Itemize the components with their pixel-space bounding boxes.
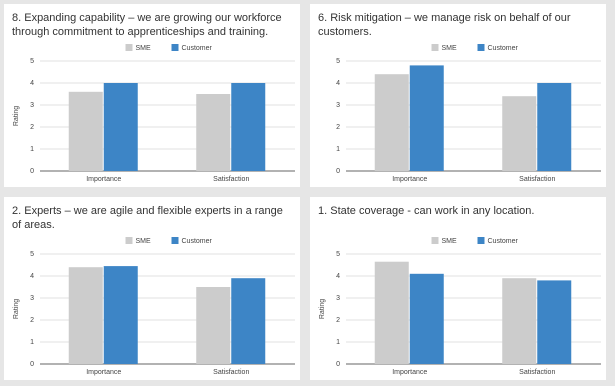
bar: [537, 280, 572, 364]
legend-label: Customer: [488, 238, 519, 245]
legend-label: SME: [136, 238, 152, 245]
bar: [103, 83, 138, 171]
legend-swatch: [171, 44, 179, 51]
y-tick-label: 1: [336, 146, 340, 153]
y-tick-label: 3: [336, 102, 340, 109]
y-tick-label: 1: [30, 146, 34, 153]
chart: 0 1 2 3 4 5 Rating SME Customer Importance Satisfa…: [13, 237, 295, 376]
bar: [231, 83, 266, 171]
legend-swatch: [125, 44, 133, 51]
y-tick-label: 3: [30, 295, 34, 302]
legend-label: Customer: [182, 45, 213, 52]
x-tick-label: Importance: [86, 176, 121, 183]
chart: 0 1 2 3 4 5 SME Customer Importance Satisfaction: [336, 44, 601, 183]
x-tick-label: Importance: [392, 176, 427, 183]
bar: [374, 74, 409, 171]
y-axis-label: Rating: [13, 106, 20, 126]
y-tick-label: 3: [336, 295, 340, 302]
bar: [502, 278, 537, 364]
y-tick-label: 5: [336, 251, 340, 258]
legend-label: Customer: [182, 238, 213, 245]
bar: [537, 83, 572, 171]
legend-swatch: [477, 44, 485, 51]
x-tick-label: Importance: [86, 369, 121, 376]
y-tick-label: 5: [30, 58, 34, 65]
bar: [68, 91, 103, 171]
bar: [374, 261, 409, 364]
legend-label: SME: [136, 45, 152, 52]
x-tick-label: Importance: [392, 369, 427, 376]
y-tick-label: 4: [30, 80, 34, 87]
x-tick-label: Satisfaction: [519, 176, 555, 183]
chart: 0 1 2 3 4 5 Rating SME Customer Importance Satisfa…: [319, 237, 601, 376]
y-tick-label: 1: [336, 339, 340, 346]
bar: [196, 94, 231, 171]
bar: [68, 267, 103, 364]
bar: [196, 287, 231, 364]
bar: [103, 266, 138, 364]
legend-label: Customer: [488, 45, 519, 52]
chart-title: 1. State coverage - can work in any loca…: [318, 205, 535, 217]
x-tick-label: Satisfaction: [213, 176, 249, 183]
y-axis-label: Rating: [319, 299, 326, 319]
bar: [502, 96, 537, 171]
y-tick-label: 4: [336, 273, 340, 280]
x-tick-label: Satisfaction: [213, 369, 249, 376]
chart-panel: 0 1 2 3 4 5 Rating SME Customer Importance Satisfa…: [4, 197, 300, 380]
legend-swatch: [431, 237, 439, 244]
bar: [231, 278, 266, 364]
legend-swatch: [125, 237, 133, 244]
bar: [409, 65, 444, 171]
x-tick-label: Satisfaction: [519, 369, 555, 376]
y-axis-label: Rating: [13, 299, 20, 319]
y-tick-label: 0: [336, 361, 340, 368]
y-tick-label: 5: [336, 58, 340, 65]
y-tick-label: 0: [30, 361, 34, 368]
legend-swatch: [477, 237, 485, 244]
y-tick-label: 4: [30, 273, 34, 280]
chart-title: 6. Risk mitigation – we manage risk on b…: [318, 12, 571, 38]
y-tick-label: 2: [30, 124, 34, 131]
legend-swatch: [431, 44, 439, 51]
chart-panel: 0 1 2 3 4 5 Rating SME Customer Importance Satisfa…: [310, 197, 606, 380]
y-tick-label: 4: [336, 80, 340, 87]
y-tick-label: 3: [30, 102, 34, 109]
chart-title: 2. Experts – we are agile and flexible e…: [12, 205, 283, 231]
legend-swatch: [171, 237, 179, 244]
bar: [409, 273, 444, 364]
y-tick-label: 2: [30, 317, 34, 324]
legend-label: SME: [442, 238, 458, 245]
chart-panel: 0 1 2 3 4 5 Rating SME Customer Importance Satisfa…: [4, 4, 300, 187]
chart: 0 1 2 3 4 5 Rating SME Customer Importance Satisfa…: [13, 44, 295, 183]
y-tick-label: 2: [336, 124, 340, 131]
y-tick-label: 2: [336, 317, 340, 324]
y-tick-label: 0: [336, 168, 340, 175]
y-tick-label: 5: [30, 251, 34, 258]
chart-title: 8. Expanding capability – we are growing…: [12, 12, 282, 38]
legend-label: SME: [442, 45, 458, 52]
chart-panel: 0 1 2 3 4 5 SME Customer Importance Satisfaction 6…: [310, 4, 606, 187]
y-tick-label: 0: [30, 168, 34, 175]
y-tick-label: 1: [30, 339, 34, 346]
